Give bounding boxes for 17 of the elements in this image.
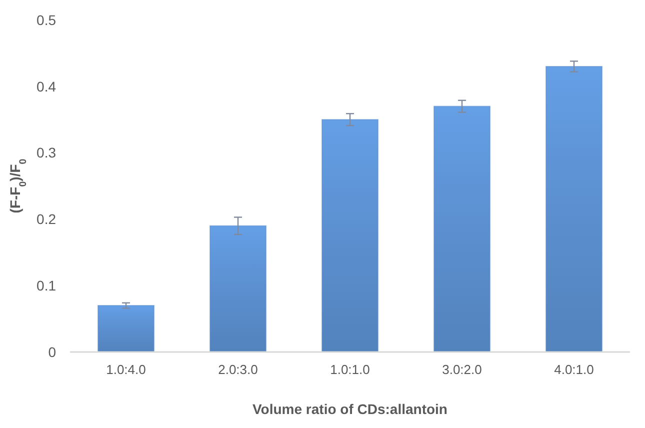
- bar: [434, 106, 490, 352]
- bar: [98, 305, 154, 352]
- bar: [322, 119, 378, 352]
- y-tick-label: 0.1: [36, 278, 56, 294]
- x-tick-label: 1.0:4.0: [106, 362, 146, 377]
- x-axis-title: Volume ratio of CDs:allantoin: [252, 401, 448, 417]
- x-tick-label: 4.0:1.0: [554, 362, 594, 377]
- y-tick-label: 0: [48, 344, 56, 360]
- y-tick-label: 0.5: [36, 12, 56, 28]
- y-tick-label: 0.2: [36, 211, 56, 228]
- y-tick-label: 0.4: [36, 78, 56, 94]
- y-tick-label: 0.3: [36, 144, 56, 161]
- x-tick-label: 3.0:2.0: [442, 362, 482, 377]
- bar: [210, 225, 266, 352]
- x-tick-label: 1.0:1.0: [330, 362, 370, 377]
- bar: [546, 66, 602, 352]
- x-tick-label: 2.0:3.0: [218, 362, 258, 377]
